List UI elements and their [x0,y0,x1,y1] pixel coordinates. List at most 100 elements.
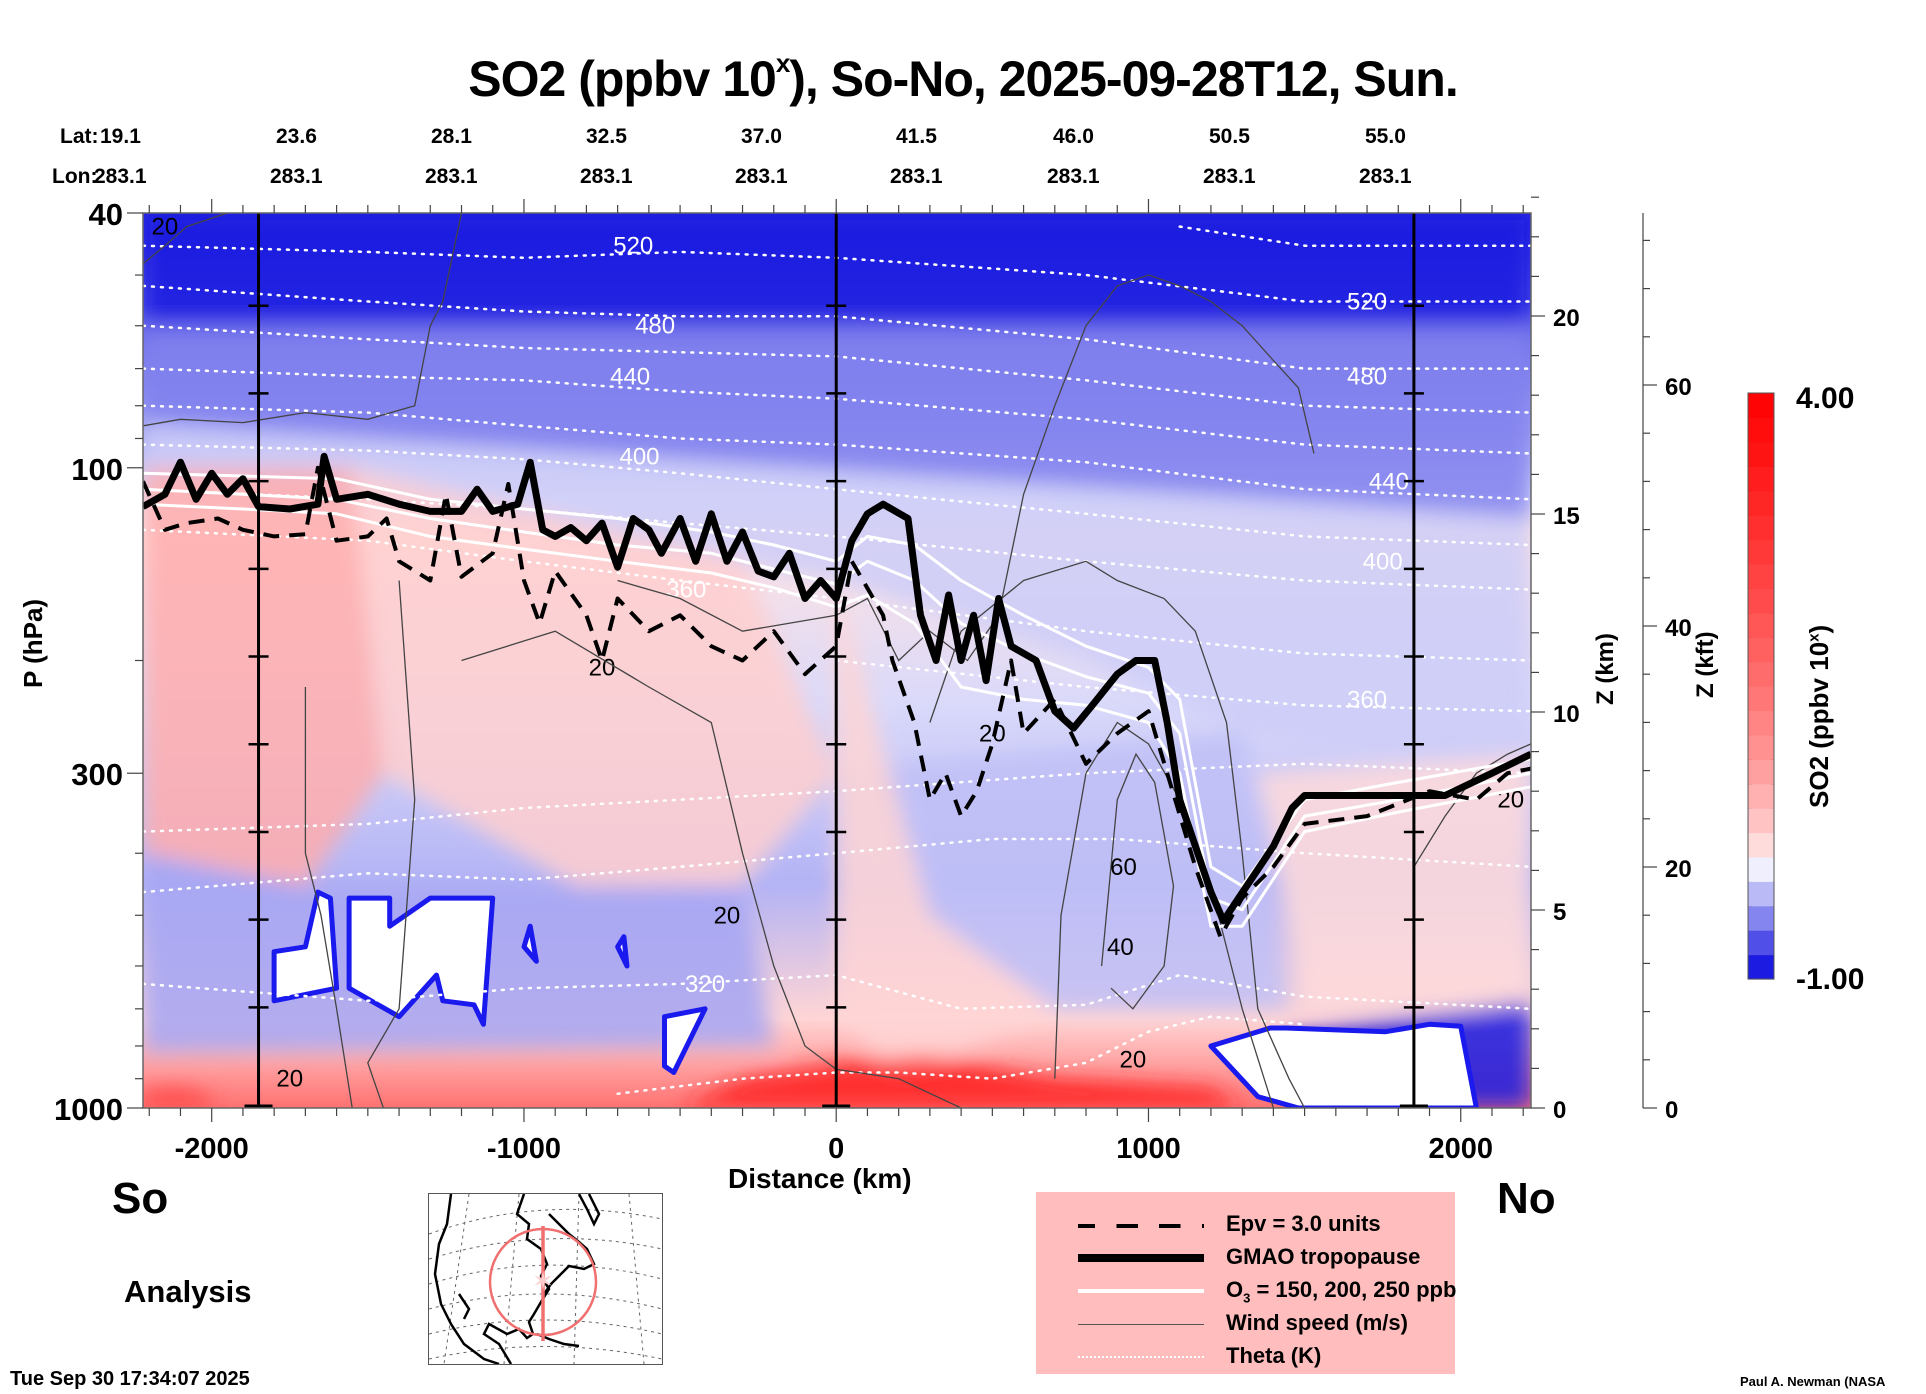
station-lat: 23.6 [276,125,317,148]
legend-label: Wind speed (m/s) [1226,1310,1408,1335]
x-tick-label: 0 [828,1133,844,1165]
generated-timestamp: Tue Sep 30 17:34:07 2025 [10,1368,250,1390]
north-end-label: No [1497,1174,1556,1223]
wind-contour [617,274,1315,662]
station-lon: 283.1 [1203,165,1256,188]
center-star-icon: ✶ [532,1266,554,1296]
field-region-trop-pink-right [836,580,1055,1079]
station-lon: 283.1 [735,165,788,188]
z-kft-tick-label: 0 [1665,1097,1678,1124]
colorbar-segment [1748,734,1774,760]
theta-contour [143,324,1531,414]
legend-item-ozone: O3 = 150, 200, 250 ppb [1036,1276,1456,1306]
colorbar-title-sup: x [1805,633,1823,642]
x-tick-label: -2000 [175,1133,249,1165]
colorbar-segment [1748,759,1774,785]
wind-contour [367,580,416,1108]
field-region-boundary-red-left [143,1087,212,1108]
wind-contour-label: 20 [276,1066,303,1093]
white-line-swatch [1078,1289,1204,1293]
map-svg: ✶ [429,1194,662,1364]
colorbar-segment [1748,490,1774,516]
theta-contour-label: 360 [1347,686,1387,713]
wind-contour [1100,752,1175,1010]
wind-contour-label: 60 [1110,854,1137,881]
colorbar-segment [1748,686,1774,712]
wind-contour [143,213,228,265]
theta-contour [834,659,1531,713]
colorbar-segment [1748,832,1774,858]
station-lat: 50.5 [1209,125,1250,148]
station-lon: 283.1 [270,165,323,188]
colorbar: 4.00 -1.00 [1747,382,1864,996]
station-lat: 19.1 [100,125,141,148]
colorbar-title: SO2 (ppbv 10x) [1804,625,1835,808]
field-region-trop-red-left [143,467,384,886]
series-epv-3-0-units [143,465,1531,939]
legend-label: O3 = 150, 200, 250 ppb [1226,1277,1456,1305]
legend-label: Epv = 3.0 units [1226,1211,1381,1236]
colorbar-segment [1748,905,1774,931]
title-text: SO2 (ppbv 10 [468,51,777,107]
z-kft-tick-label: 40 [1665,615,1692,642]
station-lat: 41.5 [896,125,937,148]
colorbar-segment [1748,515,1774,541]
wind-contour [929,560,1306,1108]
dotted-line-swatch [1078,1356,1204,1358]
station-lon: 283.1 [890,165,943,188]
colorbar-segment [1748,661,1774,687]
legend-item-epv: Epv = 3.0 units [1036,1210,1455,1240]
series-gmao-tropopause [143,452,1531,925]
theta-contour [143,443,1531,547]
theta-contour-label: 480 [635,313,675,340]
station-lat: 32.5 [586,125,627,148]
author-credit: Paul A. Newman (NASA [1740,1374,1886,1389]
theta-contour [143,762,1531,833]
thin-line-swatch [1078,1324,1204,1325]
run-type-label: Analysis [124,1274,252,1309]
z-kft-tick-label: 20 [1665,856,1692,883]
station-lon: 283.1 [1047,165,1100,188]
wind-contour [1413,743,1531,868]
station-lat: 46.0 [1053,125,1094,148]
legend-item-tropopause: GMAO tropopause [1036,1243,1455,1273]
colorbar-min-label: -1.00 [1796,963,1864,996]
station-lon: 283.1 [425,165,478,188]
x-tick-label: 2000 [1428,1133,1493,1165]
wind-contour-label: 20 [714,902,741,929]
legend-item-wind: Wind speed (m/s) [1036,1309,1455,1339]
wind-contour [1054,721,1275,1108]
chart-title: SO2 (ppbv 10x), So-No, 2025-09-28T12, Su… [0,48,1926,108]
coastlines [433,1194,601,1364]
legend-label-rest: = 150, 200, 250 ppb [1250,1277,1457,1302]
wind-contour-label: 40 [1107,934,1134,961]
title-superscript: x [775,48,791,79]
z-kft-tick-label: 60 [1665,374,1692,401]
colorbar-segment [1748,588,1774,614]
legend: Epv = 3.0 units GMAO tropopause O3 = 150… [1036,1192,1456,1374]
y-tick-label: 100 [71,452,123,487]
y-tick-label: 40 [89,197,123,232]
colorbar-title-close: ) [1804,624,1834,634]
field-region-right-pink [1257,754,1531,1009]
wind-contour-label: 20 [1120,1047,1147,1074]
x-tick-label: -1000 [487,1133,561,1165]
colorbar-title-text: SO2 (ppbv 10 [1804,641,1834,808]
colorbar-segment [1748,539,1774,565]
station-lon: 283.1 [1359,165,1412,188]
wind-contour [143,213,463,427]
z-km-tick-label: 5 [1553,899,1566,926]
colorbar-max-label: 4.00 [1796,382,1854,415]
colorbar-frame [1747,392,1775,980]
theta-contour-label: 520 [613,233,653,260]
missing-data-region [615,934,630,969]
theta-contour-label: 440 [1369,468,1409,495]
colorbar-segment [1748,612,1774,638]
colorbar-segment [1748,930,1774,956]
station-markers [244,213,1428,1108]
colorbar-segment [1748,881,1774,907]
y-axis-title: P (hPa) [18,598,48,688]
series-o3-250-ppb [143,502,1531,928]
lat-label: Lat: [60,125,99,148]
